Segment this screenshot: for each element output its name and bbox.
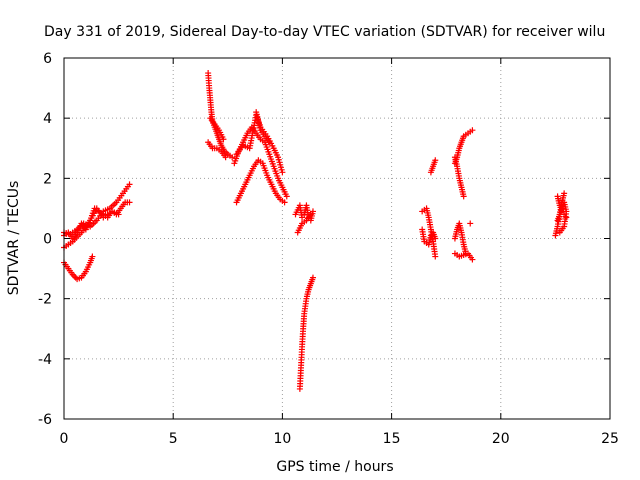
data-point: [305, 214, 312, 221]
x-tick-label: 15: [383, 431, 401, 447]
x-tick-label: 20: [492, 431, 510, 447]
data-point: [469, 256, 476, 263]
data-point: [222, 154, 229, 161]
y-tick-label: -6: [38, 412, 52, 428]
y-tick-label: 4: [43, 111, 52, 127]
data-point: [427, 232, 434, 239]
y-tick-label: 0: [43, 232, 52, 248]
data-point: [299, 214, 306, 221]
data-point: [115, 211, 122, 218]
x-tick-label: 5: [169, 431, 178, 447]
data-point: [309, 208, 316, 215]
x-axis-label: GPS time / hours: [276, 459, 393, 475]
data-point: [467, 220, 474, 227]
data-point: [561, 190, 568, 197]
y-axis-label: SDTVAR / TECUs: [6, 181, 22, 296]
data-point: [283, 193, 290, 200]
data-point: [220, 136, 227, 143]
data-point: [266, 139, 273, 146]
data-point: [469, 127, 476, 134]
tick-labels: 0 5 10 15 20 25 -6 -4 -2 0 2 4 6: [38, 51, 619, 447]
y-tick-label: 2: [43, 171, 52, 187]
grid-lines: [64, 58, 610, 419]
data-point: [307, 211, 314, 218]
data-point: [126, 181, 133, 188]
chart-title: Day 331 of 2019, Sidereal Day-to-day VTE…: [44, 24, 605, 40]
data-point: [460, 193, 467, 200]
y-tick-label: -2: [38, 292, 52, 308]
data-point: [89, 253, 96, 260]
data-point: [432, 253, 439, 260]
x-tick-label: 25: [601, 431, 619, 447]
data-point: [309, 274, 316, 281]
data-point: [432, 157, 439, 164]
x-tick-label: 0: [60, 431, 69, 447]
axis-ticks: [63, 57, 611, 420]
data-points: [61, 70, 570, 392]
y-tick-label: -4: [38, 352, 52, 368]
data-point: [126, 199, 133, 206]
data-point: [229, 154, 236, 161]
x-tick-label: 10: [273, 431, 291, 447]
y-tick-label: 6: [43, 51, 52, 67]
data-point: [432, 235, 439, 242]
data-point: [281, 199, 288, 206]
data-point: [279, 169, 286, 176]
data-point: [556, 229, 563, 236]
